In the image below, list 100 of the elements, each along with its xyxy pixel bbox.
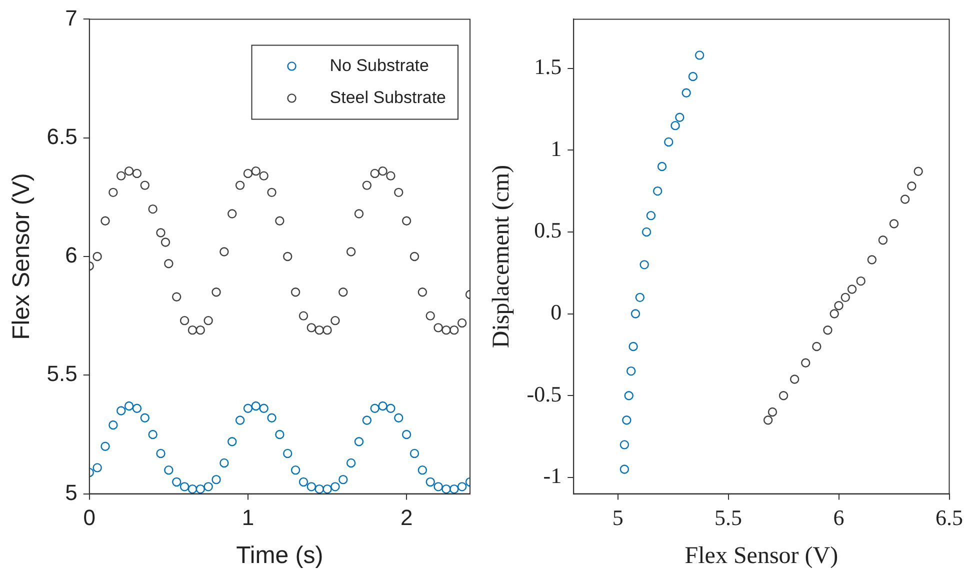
x-tick-label: 6 xyxy=(833,504,844,530)
point xyxy=(418,465,428,475)
point xyxy=(878,236,888,245)
point xyxy=(108,188,118,198)
point xyxy=(124,166,134,176)
point xyxy=(630,309,640,318)
point xyxy=(314,325,324,335)
point xyxy=(889,219,899,228)
point xyxy=(763,416,773,425)
point xyxy=(204,482,213,492)
point xyxy=(628,342,638,352)
point xyxy=(394,188,404,198)
point xyxy=(620,440,630,450)
y-tick-label: 6 xyxy=(65,242,78,268)
point xyxy=(370,168,380,178)
point xyxy=(180,316,190,326)
point xyxy=(354,436,364,446)
point xyxy=(378,401,388,411)
point xyxy=(220,458,229,468)
point xyxy=(330,316,340,326)
y-tick-label: 5 xyxy=(65,480,78,505)
point xyxy=(346,458,356,468)
point xyxy=(188,484,198,494)
point xyxy=(652,186,662,196)
y-axis-title: Displacement (cm) xyxy=(488,164,515,348)
y-tick-label: 6.5 xyxy=(46,124,78,149)
point xyxy=(275,430,284,440)
point xyxy=(386,404,396,413)
x-tick-label: 6.5 xyxy=(936,504,963,530)
x-axis-title: Flex Sensor (V) xyxy=(684,542,838,569)
point xyxy=(670,120,680,130)
point xyxy=(682,88,691,98)
point xyxy=(290,287,300,297)
point xyxy=(212,287,221,297)
point xyxy=(778,391,788,400)
point xyxy=(402,216,412,226)
point xyxy=(657,162,667,172)
point xyxy=(322,325,332,335)
y-tick-label: 0 xyxy=(550,300,562,325)
point xyxy=(834,300,844,310)
point xyxy=(156,228,166,238)
point xyxy=(338,287,348,297)
point xyxy=(812,342,822,352)
point xyxy=(914,166,923,176)
point xyxy=(243,404,253,413)
point xyxy=(622,416,632,425)
point xyxy=(100,442,110,451)
point xyxy=(620,464,630,474)
x-tick-label: 5 xyxy=(612,504,624,530)
point xyxy=(283,252,292,262)
point xyxy=(640,260,649,270)
point xyxy=(450,484,459,494)
point xyxy=(228,209,237,218)
point xyxy=(801,358,810,368)
point xyxy=(442,325,451,335)
point xyxy=(132,404,142,413)
point xyxy=(410,448,420,458)
point xyxy=(450,325,459,335)
y-axis-title: Flex Sensor (V) xyxy=(8,173,36,340)
point xyxy=(907,182,916,191)
point xyxy=(675,112,684,122)
point xyxy=(402,430,412,440)
y-tick-label: 1.5 xyxy=(534,54,562,80)
point xyxy=(646,210,656,220)
point xyxy=(164,259,174,268)
point xyxy=(148,204,158,214)
point xyxy=(635,292,645,302)
point xyxy=(116,171,126,180)
point xyxy=(92,463,102,472)
point xyxy=(259,171,268,180)
point xyxy=(196,484,205,494)
point xyxy=(267,188,276,198)
point xyxy=(235,416,245,425)
point xyxy=(426,311,435,320)
point xyxy=(92,252,102,262)
point xyxy=(259,404,268,413)
y-tick-label: 0.5 xyxy=(534,218,562,243)
point xyxy=(204,316,213,326)
point xyxy=(394,413,404,422)
point xyxy=(283,448,292,458)
point xyxy=(346,247,356,256)
point xyxy=(442,484,451,494)
point xyxy=(856,276,866,286)
point xyxy=(626,366,636,376)
x-tick-label: 2 xyxy=(400,505,413,530)
point xyxy=(790,374,800,384)
point xyxy=(172,292,182,302)
point xyxy=(267,413,276,422)
point xyxy=(457,318,467,328)
point xyxy=(306,482,316,492)
point xyxy=(694,50,704,60)
point xyxy=(100,216,110,226)
point xyxy=(228,436,237,446)
point xyxy=(140,413,150,422)
point xyxy=(180,482,190,492)
point xyxy=(410,252,420,262)
x-tick-label: 5.5 xyxy=(714,504,742,530)
point xyxy=(172,477,182,487)
point xyxy=(140,180,150,190)
y-tick-label: -0.5 xyxy=(526,381,562,406)
